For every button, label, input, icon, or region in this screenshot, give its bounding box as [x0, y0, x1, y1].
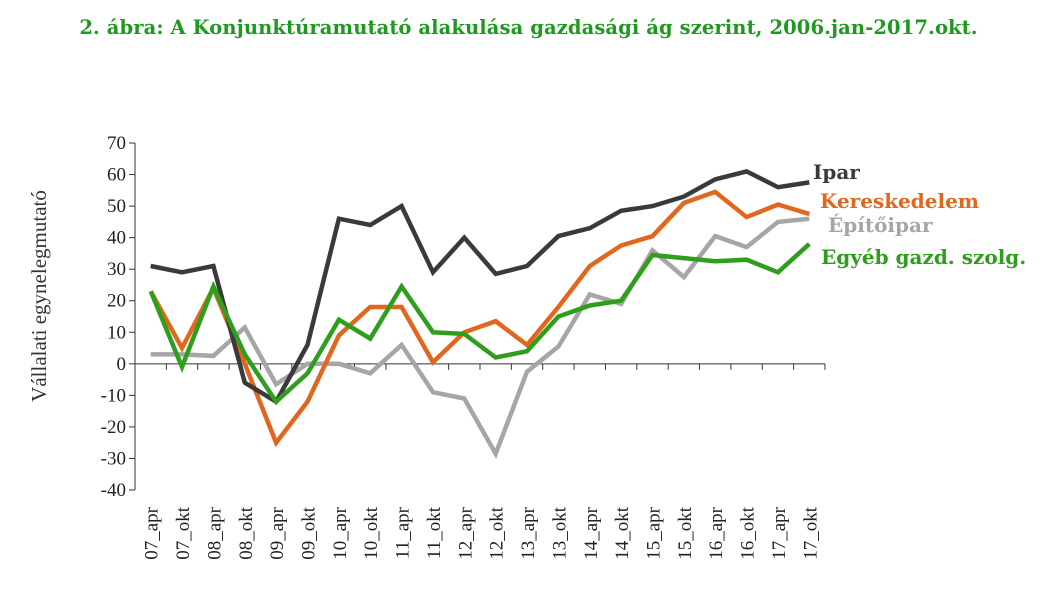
x-tick-label: 14_okt — [612, 506, 633, 560]
y-tick-label: 10 — [107, 322, 126, 343]
x-tick-label: 13_apr — [518, 506, 539, 559]
x-tick-label: 16_apr — [706, 506, 727, 559]
x-tick-label: 09_okt — [299, 506, 320, 560]
y-tick-label: 20 — [107, 291, 126, 312]
x-tick-label: 11_okt — [424, 506, 445, 559]
x-tick-label: 12_apr — [455, 506, 476, 559]
x-tick-label: 07_apr — [142, 506, 163, 559]
x-tick-label: 10_okt — [361, 506, 382, 560]
series-line--p-t-ipar — [150, 216, 810, 459]
x-tick-label: 14_apr — [581, 506, 602, 559]
x-tick-label: 12_okt — [487, 506, 508, 560]
series-label-kereskedelem: Kereskedelem — [820, 189, 979, 213]
y-tick-label: 0 — [117, 354, 127, 375]
series-label-egy-b-gazd-szolg-: Egyéb gazd. szolg. — [821, 245, 1026, 269]
series-line-ipar — [150, 169, 810, 405]
x-tick-label: 07_okt — [173, 506, 194, 560]
x-tick-label: 16_okt — [738, 506, 759, 560]
series-label--p-t-ipar: Építőipar — [828, 213, 933, 237]
y-tick-label: 40 — [107, 228, 126, 249]
series-line-kereskedelem — [148, 189, 810, 448]
y-tick-label: -10 — [101, 385, 126, 406]
x-tick-label: 10_apr — [330, 506, 351, 559]
y-tick-label: -40 — [101, 480, 126, 501]
y-tick-label: 50 — [107, 196, 126, 217]
y-tick-label: -20 — [101, 417, 126, 438]
y-axis-title: Vállalati egynelegmutató — [27, 190, 51, 402]
x-tick-label: 15_okt — [675, 506, 696, 560]
x-tick-label: 11_apr — [393, 506, 414, 559]
y-tick-label: 60 — [107, 165, 126, 186]
x-tick-label: 15_apr — [644, 506, 665, 559]
y-tick-label: 70 — [107, 133, 126, 154]
x-tick-label: 17_okt — [800, 506, 821, 560]
x-tick-label: 09_apr — [267, 506, 288, 559]
x-tick-label: 08_okt — [236, 506, 257, 560]
series-lines — [148, 169, 811, 459]
x-tick-label: 08_apr — [204, 506, 225, 559]
chart-title: 2. ábra: A Konjunktúramutató alakulása g… — [79, 16, 978, 39]
series-line-egy-b-gazd-szolg- — [148, 242, 811, 406]
axes: -40 -30 -20 -10 0 10 20 30 40 50 60 70 07_apr 07_okt 0… — [27, 133, 826, 560]
series-label-ipar: Ipar — [813, 160, 860, 184]
y-tick-label: 30 — [107, 259, 126, 280]
x-tick-label: 13_okt — [549, 506, 570, 560]
y-tick-label: -30 — [101, 448, 126, 469]
x-tick-label: 17_apr — [769, 506, 790, 559]
